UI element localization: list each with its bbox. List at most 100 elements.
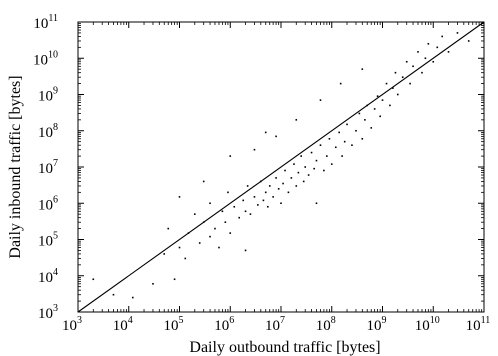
- y-tick-label: 106: [38, 194, 58, 213]
- data-point: [343, 140, 346, 143]
- y-axis-label: Daily inbound traffic [bytes]: [7, 75, 24, 258]
- data-point: [277, 188, 280, 190]
- data-point: [370, 127, 373, 129]
- data-point: [339, 82, 342, 85]
- axes: 103 104 105 106 107 108 109 1010 1011 103 104 105 10…: [33, 13, 490, 334]
- data-point: [328, 137, 331, 140]
- data-point: [334, 146, 337, 149]
- data-point: [341, 155, 343, 157]
- data-point: [427, 43, 430, 45]
- data-point: [361, 137, 364, 140]
- data-point: [92, 278, 95, 281]
- data-point: [307, 174, 310, 176]
- data-point: [246, 185, 249, 187]
- data-point: [275, 177, 277, 179]
- data-point: [233, 205, 236, 208]
- data-point: [242, 199, 245, 202]
- data-point: [412, 65, 414, 68]
- data-point: [264, 131, 267, 134]
- data-point: [227, 191, 229, 194]
- x-tick-label: 103: [62, 315, 82, 334]
- data-point: [112, 293, 115, 296]
- data-point: [297, 171, 300, 174]
- data-point: [424, 57, 427, 60]
- x-tick-label: 108: [316, 315, 336, 334]
- data-point: [358, 112, 361, 115]
- data-point: [326, 155, 328, 157]
- data-point: [214, 227, 216, 230]
- data-point: [131, 296, 134, 299]
- data-point: [264, 191, 267, 194]
- data-point: [244, 249, 247, 252]
- data-point: [202, 180, 205, 183]
- data-point: [351, 144, 353, 146]
- data-point: [295, 185, 298, 187]
- data-point: [313, 167, 315, 170]
- data-point: [376, 95, 379, 97]
- data-point: [364, 119, 366, 121]
- data-point: [218, 246, 220, 249]
- data-point: [280, 202, 282, 205]
- data-point: [249, 213, 252, 215]
- x-tick-label: 107: [265, 315, 285, 334]
- y-tick-label: 1011: [33, 13, 58, 32]
- data-points: [92, 32, 470, 299]
- data-point: [238, 216, 240, 219]
- data-point: [409, 82, 411, 85]
- data-point: [304, 166, 307, 168]
- data-point: [447, 51, 450, 53]
- data-point: [338, 131, 340, 134]
- x-tick-label: 109: [367, 315, 387, 334]
- data-point: [417, 51, 419, 53]
- data-point: [467, 40, 470, 42]
- data-point: [221, 210, 224, 213]
- data-point: [421, 71, 423, 74]
- data-point: [302, 180, 305, 183]
- identity-line: [77, 21, 485, 313]
- data-point: [295, 119, 298, 121]
- data-point: [392, 87, 394, 89]
- data-point: [300, 155, 302, 157]
- data-point: [268, 185, 271, 187]
- data-point: [293, 163, 295, 165]
- y-tick-label: 107: [38, 158, 58, 177]
- data-point: [253, 196, 256, 198]
- data-point: [257, 204, 259, 206]
- y-tick-label: 103: [38, 303, 58, 322]
- data-point: [310, 151, 313, 154]
- data-point: [253, 148, 256, 151]
- x-tick-label: 105: [164, 315, 184, 334]
- y-tick-label: 1010: [33, 49, 58, 68]
- data-point: [193, 213, 196, 215]
- data-point: [436, 46, 439, 49]
- x-axis-label: Daily outbound traffic [bytes]: [189, 339, 380, 356]
- data-point: [396, 93, 399, 96]
- data-point: [432, 60, 435, 63]
- data-point: [184, 257, 187, 260]
- x-tick-label: 104: [113, 315, 133, 334]
- data-point: [379, 115, 381, 118]
- data-point: [346, 123, 348, 126]
- data-point: [272, 196, 274, 198]
- data-point: [267, 205, 269, 208]
- data-point: [323, 169, 325, 172]
- data-point: [229, 155, 232, 157]
- data-point: [389, 104, 391, 107]
- data-point: [152, 282, 154, 285]
- data-point: [198, 242, 201, 244]
- data-point: [287, 191, 290, 194]
- data-point: [229, 232, 232, 234]
- data-point: [282, 182, 284, 185]
- data-point: [361, 68, 364, 70]
- x-tick-label: 106: [214, 315, 234, 334]
- data-point: [394, 71, 397, 74]
- data-point: [178, 246, 181, 249]
- data-point: [209, 202, 211, 205]
- y-tick-label: 108: [38, 122, 58, 141]
- data-point: [167, 227, 170, 230]
- data-point: [173, 278, 176, 281]
- data-point: [315, 159, 318, 162]
- data-point: [224, 221, 227, 223]
- data-point: [244, 210, 247, 213]
- data-point: [178, 196, 181, 198]
